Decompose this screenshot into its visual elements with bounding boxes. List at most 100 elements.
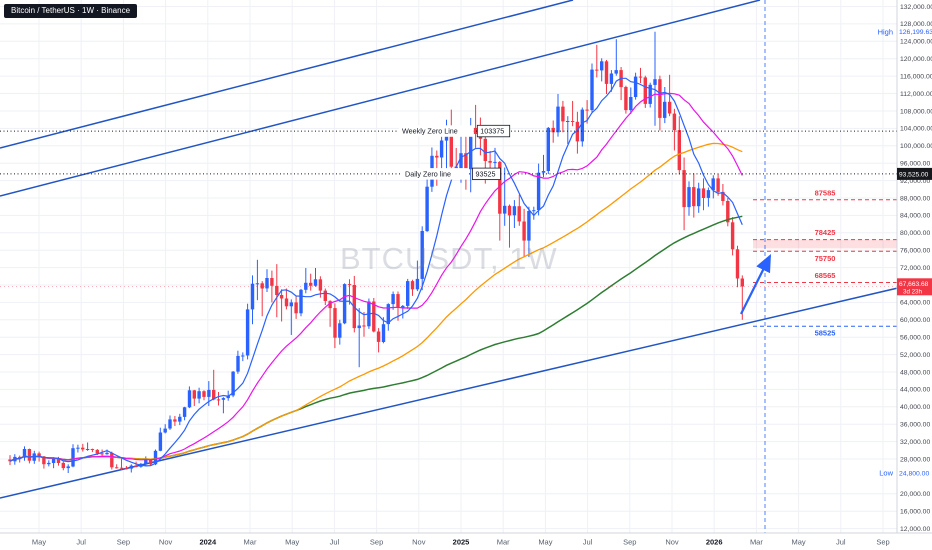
candle-body bbox=[270, 278, 274, 286]
candle-body bbox=[56, 458, 61, 463]
candle-body bbox=[648, 84, 652, 104]
candle-body bbox=[328, 301, 332, 309]
x-axis-label: Jul bbox=[330, 538, 340, 547]
candle-body bbox=[464, 153, 468, 170]
candle-body bbox=[706, 190, 711, 198]
moving-average-magenta[interactable] bbox=[9, 92, 743, 462]
candle-body bbox=[498, 161, 502, 214]
zero-line-value-box bbox=[472, 167, 501, 181]
y-axis-label: 20,000.00 bbox=[900, 491, 930, 498]
x-axis-label: Mar bbox=[497, 538, 510, 547]
y-axis-label: 128,000.00 bbox=[900, 21, 932, 28]
candle-body bbox=[309, 282, 313, 286]
candle-body bbox=[95, 449, 99, 454]
candle-body bbox=[604, 61, 609, 84]
candle-body bbox=[212, 389, 216, 400]
candle-body bbox=[192, 390, 196, 399]
candle-body bbox=[449, 126, 453, 167]
candle-body bbox=[658, 79, 662, 118]
candle-body bbox=[207, 389, 211, 397]
candle-body bbox=[580, 109, 584, 142]
candle-body bbox=[420, 231, 424, 279]
candle-body bbox=[76, 447, 80, 449]
y-axis-label: 56,000.00 bbox=[900, 335, 930, 342]
low-marker-label: Low bbox=[879, 469, 893, 478]
candle-body bbox=[536, 172, 541, 211]
zero-line-value: 103375 bbox=[480, 127, 504, 136]
trend-channel-line[interactable] bbox=[0, 0, 574, 149]
candle-body bbox=[221, 398, 226, 400]
candle-body bbox=[153, 450, 158, 465]
candle-body bbox=[134, 465, 138, 467]
candle-body bbox=[362, 325, 366, 327]
x-axis-label: May bbox=[32, 538, 46, 547]
x-axis-label: May bbox=[792, 538, 806, 547]
candle-body bbox=[66, 466, 70, 469]
y-axis-label: 64,000.00 bbox=[900, 300, 930, 307]
y-axis-label: 116,000.00 bbox=[900, 73, 932, 80]
candle-body bbox=[342, 284, 347, 324]
candle-body bbox=[129, 465, 133, 469]
candle-body bbox=[323, 290, 327, 301]
candle-body bbox=[216, 399, 221, 401]
low-price-label: 24,800.00 bbox=[899, 470, 929, 477]
y-axis-label: 32,000.00 bbox=[900, 439, 930, 446]
resistance-zone[interactable] bbox=[753, 239, 897, 249]
price-level-label: 58525 bbox=[815, 329, 836, 338]
candle-body bbox=[168, 419, 172, 429]
candle-body bbox=[347, 284, 352, 286]
candle-body bbox=[633, 76, 638, 97]
candle-body bbox=[527, 211, 531, 241]
candle-body bbox=[381, 324, 386, 342]
candle-body bbox=[148, 459, 153, 465]
candle-body bbox=[716, 178, 720, 192]
candle-body bbox=[236, 355, 240, 372]
candle-body bbox=[37, 453, 41, 457]
candle-body bbox=[663, 101, 667, 118]
candle-body bbox=[459, 153, 463, 171]
x-axis-label: Nov bbox=[159, 538, 173, 547]
y-axis-label: 112,000.00 bbox=[900, 91, 932, 98]
candle-body bbox=[425, 186, 429, 232]
candle-body bbox=[313, 279, 318, 286]
candle-body bbox=[372, 301, 376, 332]
candle-body bbox=[284, 298, 289, 307]
candle-body bbox=[85, 449, 90, 450]
candle-body bbox=[255, 283, 260, 285]
price-axis[interactable]: 132,000.00 128,000.00 124,000.00 120,000.00… bbox=[896, 0, 932, 533]
y-axis-label: 28,000.00 bbox=[900, 456, 930, 463]
y-axis-label: 100,000.00 bbox=[900, 143, 932, 150]
x-axis-label: Sep bbox=[876, 538, 889, 547]
candle-body bbox=[629, 97, 633, 111]
candle-body bbox=[396, 294, 400, 308]
candle-body bbox=[566, 121, 570, 122]
y-axis-label: 132,000.00 bbox=[900, 4, 932, 11]
y-axis-label: 44,000.00 bbox=[900, 387, 930, 394]
candle-body bbox=[245, 309, 250, 356]
candle-body bbox=[386, 304, 390, 325]
y-axis-label: 72,000.00 bbox=[900, 265, 930, 272]
candle-body bbox=[541, 171, 546, 173]
time-axis[interactable]: May Jul Sep Nov 2024 Mar May Jul Sep Nov 2025 Mar Ma… bbox=[0, 532, 932, 550]
y-axis-label: 104,000.00 bbox=[900, 126, 932, 133]
candle-body bbox=[81, 447, 85, 450]
symbol-title-badge[interactable]: Bitcoin / TetherUS · 1W · Binance bbox=[4, 4, 138, 18]
candle-body bbox=[182, 407, 187, 417]
candle-body bbox=[726, 201, 730, 223]
candle-body bbox=[730, 222, 735, 250]
candle-body bbox=[178, 416, 182, 422]
projection-arrow[interactable] bbox=[740, 254, 771, 315]
candle-body bbox=[27, 449, 32, 461]
candle-body bbox=[711, 178, 715, 191]
candle-body bbox=[740, 278, 744, 287]
moving-average-blue[interactable] bbox=[9, 77, 743, 467]
candle-body bbox=[406, 281, 410, 306]
candle-body bbox=[163, 428, 167, 433]
candle-body bbox=[318, 279, 323, 291]
candle-body bbox=[517, 206, 521, 222]
candle-body bbox=[493, 161, 497, 163]
candle-body bbox=[682, 170, 686, 208]
candle-body bbox=[391, 294, 395, 305]
trend-channel-line[interactable] bbox=[0, 0, 761, 197]
